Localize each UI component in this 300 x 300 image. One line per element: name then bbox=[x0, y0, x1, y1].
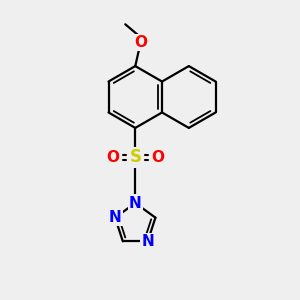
Text: O: O bbox=[134, 35, 147, 50]
Text: N: N bbox=[109, 210, 122, 225]
Text: N: N bbox=[129, 196, 142, 211]
Text: S: S bbox=[129, 148, 141, 166]
Text: O: O bbox=[151, 150, 164, 165]
Text: N: N bbox=[141, 234, 154, 249]
Text: O: O bbox=[107, 150, 120, 165]
